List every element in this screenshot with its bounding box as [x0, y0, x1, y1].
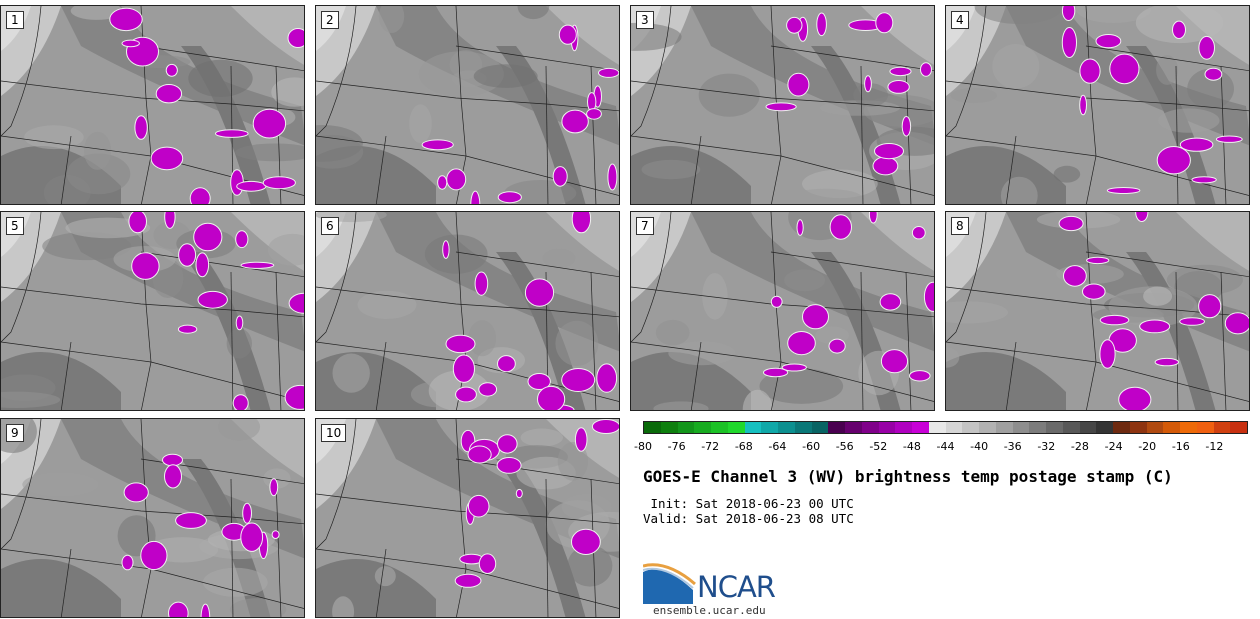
colorbar-swatch [778, 422, 795, 433]
map-panel-9: 9 [0, 418, 305, 618]
colorbar-swatch [1096, 422, 1113, 433]
panel-label: 7 [636, 217, 654, 235]
colorbar-swatch [979, 422, 996, 433]
colorbar-tick-label: -80 [634, 440, 652, 453]
colorbar-tick-label: -12 [1205, 440, 1224, 453]
colorbar-swatch [878, 422, 896, 433]
colorbar-tick-label: -72 [701, 440, 720, 453]
colorbar-tick-label: -44 [936, 440, 955, 453]
panel-label: 4 [951, 11, 969, 29]
colorbar-swatch [1163, 422, 1180, 433]
panel-label: 6 [321, 217, 339, 235]
panel-label: 5 [6, 217, 24, 235]
colorbar-swatch [1213, 422, 1231, 433]
colorbar-tick-label: -52 [869, 440, 888, 453]
colorbar-tick-label: -40 [970, 440, 989, 453]
colorbar-swatch [1113, 422, 1130, 433]
colorbar-swatch [794, 422, 812, 433]
colorbar-tick-label: -20 [1138, 440, 1157, 453]
colorbar-swatch [1196, 422, 1214, 433]
colorbar-tick-label: -64 [768, 440, 787, 453]
colorbar-tick-label: -28 [1070, 440, 1089, 453]
panel-label: 9 [6, 424, 24, 442]
colorbar-swatch [711, 422, 728, 433]
colorbar-swatch [895, 422, 912, 433]
map-panel-1: 1 [0, 5, 305, 205]
colorbar-swatch [1079, 422, 1097, 433]
init-time: Init: Sat 2018-06-23 00 UTC [643, 496, 854, 511]
colorbar-swatch [1180, 422, 1197, 433]
map-panel-4: 4 [945, 5, 1250, 205]
colorbar-swatch [995, 422, 1013, 433]
colorbar-swatch [1062, 422, 1080, 433]
colorbar-tick-label: -60 [802, 440, 821, 453]
figure-title: GOES-E Channel 3 (WV) brightness temp po… [643, 467, 1173, 486]
map-panel-3: 3 [630, 5, 935, 205]
panel-label: 8 [951, 217, 969, 235]
colorbar-tick-label: -68 [734, 440, 753, 453]
ncar-logo-icon [643, 563, 696, 604]
colorbar-tick-label: -24 [1104, 440, 1123, 453]
panel-label: 1 [6, 11, 24, 29]
logo-url: ensemble.ucar.edu [653, 604, 766, 617]
colorbar-swatch [828, 422, 845, 433]
map-panel-10: 10 [315, 418, 620, 618]
colorbar-tick-label: -36 [1003, 440, 1022, 453]
colorbar-swatch [912, 422, 929, 433]
colorbar-tick-label: -48 [902, 440, 921, 453]
colorbar-swatch [928, 422, 946, 433]
colorbar [643, 421, 1248, 434]
colorbar-tick-label: -16 [1171, 440, 1190, 453]
panel-label: 2 [321, 11, 339, 29]
map-panel-2: 2 [315, 5, 620, 205]
colorbar-swatch [677, 422, 695, 433]
colorbar-swatch [694, 422, 711, 433]
colorbar-swatch [945, 422, 963, 433]
colorbar-tick-label: -32 [1037, 440, 1056, 453]
colorbar-swatch [1230, 422, 1247, 433]
panel-label: 10 [321, 424, 347, 442]
colorbar-swatch [644, 422, 661, 433]
colorbar-tick-label: -56 [835, 440, 854, 453]
colorbar-swatch [1046, 422, 1063, 433]
colorbar-swatch [727, 422, 745, 433]
panel-label: 3 [636, 11, 654, 29]
colorbar-swatch [1129, 422, 1147, 433]
ncar-logo-text: NCAR [697, 570, 776, 604]
colorbar-swatch [660, 422, 678, 433]
colorbar-tick-label: -76 [667, 440, 686, 453]
colorbar-swatch [1146, 422, 1164, 433]
colorbar-swatch [962, 422, 979, 433]
map-panel-6: 6 [315, 211, 620, 411]
colorbar-swatch [811, 422, 829, 433]
map-panel-7: 7 [630, 211, 935, 411]
colorbar-swatch [761, 422, 778, 433]
colorbar-ticks: -80 -76 -72 -68 -64 -60 -56 -52 -48 -44 -40 -36 -32 -… [634, 440, 1248, 456]
colorbar-swatch [744, 422, 762, 433]
colorbar-swatch [1029, 422, 1046, 433]
colorbar-swatch [845, 422, 862, 433]
map-panel-5: 5 [0, 211, 305, 411]
colorbar-swatch [861, 422, 879, 433]
map-panel-8: 8 [945, 211, 1250, 411]
valid-time: Valid: Sat 2018-06-23 08 UTC [643, 511, 854, 526]
colorbar-swatch [1012, 422, 1030, 433]
